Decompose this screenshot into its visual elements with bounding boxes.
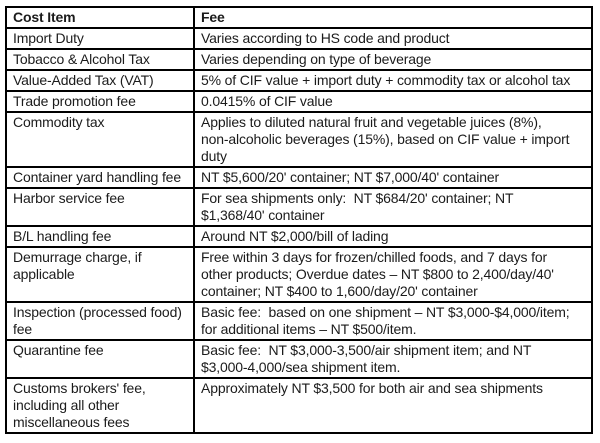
fee-cell: Around NT $2,000/bill of lading	[193, 225, 593, 248]
table-row: Demurrage charge, if applicable Free with…	[5, 246, 593, 303]
table-body: Import Duty Varies according to HS code a…	[5, 27, 593, 434]
cost-item-cell: Commodity tax	[5, 111, 195, 168]
table-row: B/L handling fee Around NT $2,000/bill of…	[5, 225, 593, 248]
table-row: Customs brokers' fee, including all othe…	[5, 377, 593, 434]
fee-cell: Free within 3 days for frozen/chilled fo…	[193, 246, 593, 303]
table-row: Quarantine fee Basic fee: NT $3,000-3,500…	[5, 339, 593, 379]
fee-cell: 0.0415% of CIF value	[193, 90, 593, 113]
table-row: Trade promotion fee 0.0415% of CIF value	[5, 90, 593, 113]
fee-cell: Basic fee: based on one shipment – NT $3…	[193, 301, 593, 341]
fee-cell: Applies to diluted natural fruit and veg…	[193, 111, 593, 168]
table-row: Tobacco & Alcohol Tax Varies depending on…	[5, 48, 593, 71]
fee-cell: Basic fee: NT $3,000-3,500/air shipment …	[193, 339, 593, 379]
cost-item-cell: Import Duty	[5, 27, 195, 50]
fee-cell: Varies depending on type of beverage	[193, 48, 593, 71]
cost-item-cell: Harbor service fee	[5, 187, 195, 227]
table-row: Harbor service fee For sea shipments only…	[5, 187, 593, 227]
cost-item-cell: Trade promotion fee	[5, 90, 195, 113]
header-row: Cost Item Fee	[5, 6, 593, 29]
cost-fee-table: Cost Item Fee Import Duty Varies accordin…	[5, 6, 593, 434]
fee-cell: Varies according to HS code and product	[193, 27, 593, 50]
table-row: Commodity tax Applies to diluted natural …	[5, 111, 593, 168]
table-row: Container yard handling fee NT $5,600/20'…	[5, 166, 593, 189]
cost-item-cell: Tobacco & Alcohol Tax	[5, 48, 195, 71]
table-row: Inspection (processed food) fee Basic fee…	[5, 301, 593, 341]
fee-cell: NT $5,600/20' container; NT $7,000/40' c…	[193, 166, 593, 189]
cost-item-cell: Demurrage charge, if applicable	[5, 246, 195, 303]
column-header-fee: Fee	[193, 6, 593, 29]
cost-item-cell: Customs brokers' fee, including all othe…	[5, 377, 195, 434]
cost-item-cell: Value-Added Tax (VAT)	[5, 69, 195, 92]
fee-cell: 5% of CIF value + import duty + commodit…	[193, 69, 593, 92]
cost-item-cell: Quarantine fee	[5, 339, 195, 379]
cost-item-cell: Container yard handling fee	[5, 166, 195, 189]
column-header-cost-item: Cost Item	[5, 6, 195, 29]
table-row: Import Duty Varies according to HS code a…	[5, 27, 593, 50]
fee-cell: For sea shipments only: NT $684/20' cont…	[193, 187, 593, 227]
table-row: Value-Added Tax (VAT) 5% of CIF value + i…	[5, 69, 593, 92]
fee-cell: Approximately NT $3,500 for both air and…	[193, 377, 593, 434]
cost-item-cell: Inspection (processed food) fee	[5, 301, 195, 341]
cost-item-cell: B/L handling fee	[5, 225, 195, 248]
